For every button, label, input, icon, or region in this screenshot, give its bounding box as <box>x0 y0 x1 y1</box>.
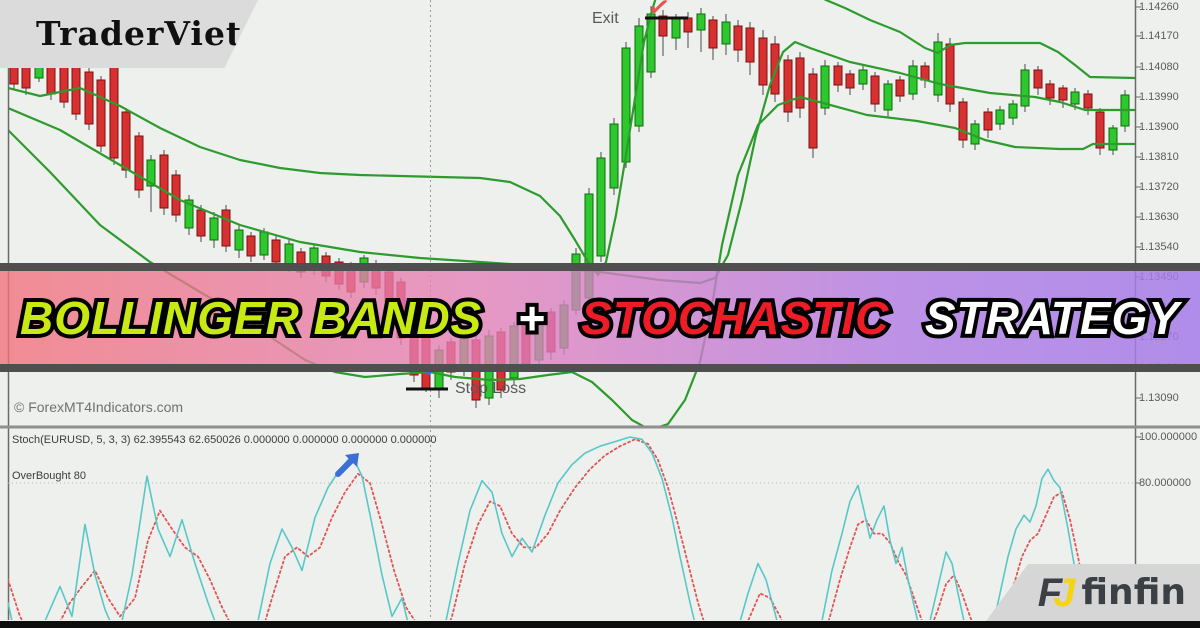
price-tick: 1.13540 <box>1139 241 1179 253</box>
banner-word-bollinger-bands: BOLLINGER BANDS <box>16 288 485 348</box>
banner-top-bar <box>0 263 1200 271</box>
price-tick: 1.13630 <box>1139 211 1179 223</box>
stoch-tick: 80.000000 <box>1139 477 1191 489</box>
overbought-level-label: OverBought 80 <box>12 470 86 482</box>
finfin-logo-text: finfin <box>1081 572 1186 613</box>
traderviet-logo: TraderViet <box>0 0 258 68</box>
price-tick: 1.13990 <box>1139 91 1179 103</box>
finfin-logo: FJ finfin <box>986 564 1200 621</box>
bottom-black-bar <box>0 621 1200 628</box>
price-tick: 1.13900 <box>1139 121 1179 133</box>
traderviet-logo-text: TraderViet <box>36 14 243 53</box>
banner-body: BOLLINGER BANDS + STOCHASTIC STRATEGY <box>0 271 1200 364</box>
forexmt4indicators-watermark: © ForexMT4Indicators.com <box>14 399 184 415</box>
price-tick: 1.14170 <box>1139 30 1179 42</box>
strategy-title-banner: BOLLINGER BANDS + STOCHASTIC STRATEGY <box>0 263 1200 372</box>
exit-label: Exit <box>592 10 619 27</box>
price-tick: 1.13720 <box>1139 181 1179 193</box>
price-tick: 1.14080 <box>1139 61 1179 73</box>
price-tick: 1.14260 <box>1139 1 1179 13</box>
banner-bottom-bar <box>0 364 1200 372</box>
price-tick: 1.13090 <box>1139 392 1179 404</box>
banner-word-strategy: STRATEGY <box>921 288 1183 348</box>
stoch-tick: 100.000000 <box>1139 431 1198 443</box>
banner-word-stochastic: STOCHASTIC <box>577 288 892 348</box>
banner-plus-sign: + <box>514 288 549 348</box>
price-tick: 1.13810 <box>1139 151 1179 163</box>
finfin-logo-mark-icon: FJ <box>1037 570 1076 615</box>
stop-loss-label: Stop Loss <box>455 380 527 397</box>
stochastic-indicator-header: Stoch(EURUSD, 5, 3, 3) 62.395543 62.6500… <box>12 434 437 446</box>
